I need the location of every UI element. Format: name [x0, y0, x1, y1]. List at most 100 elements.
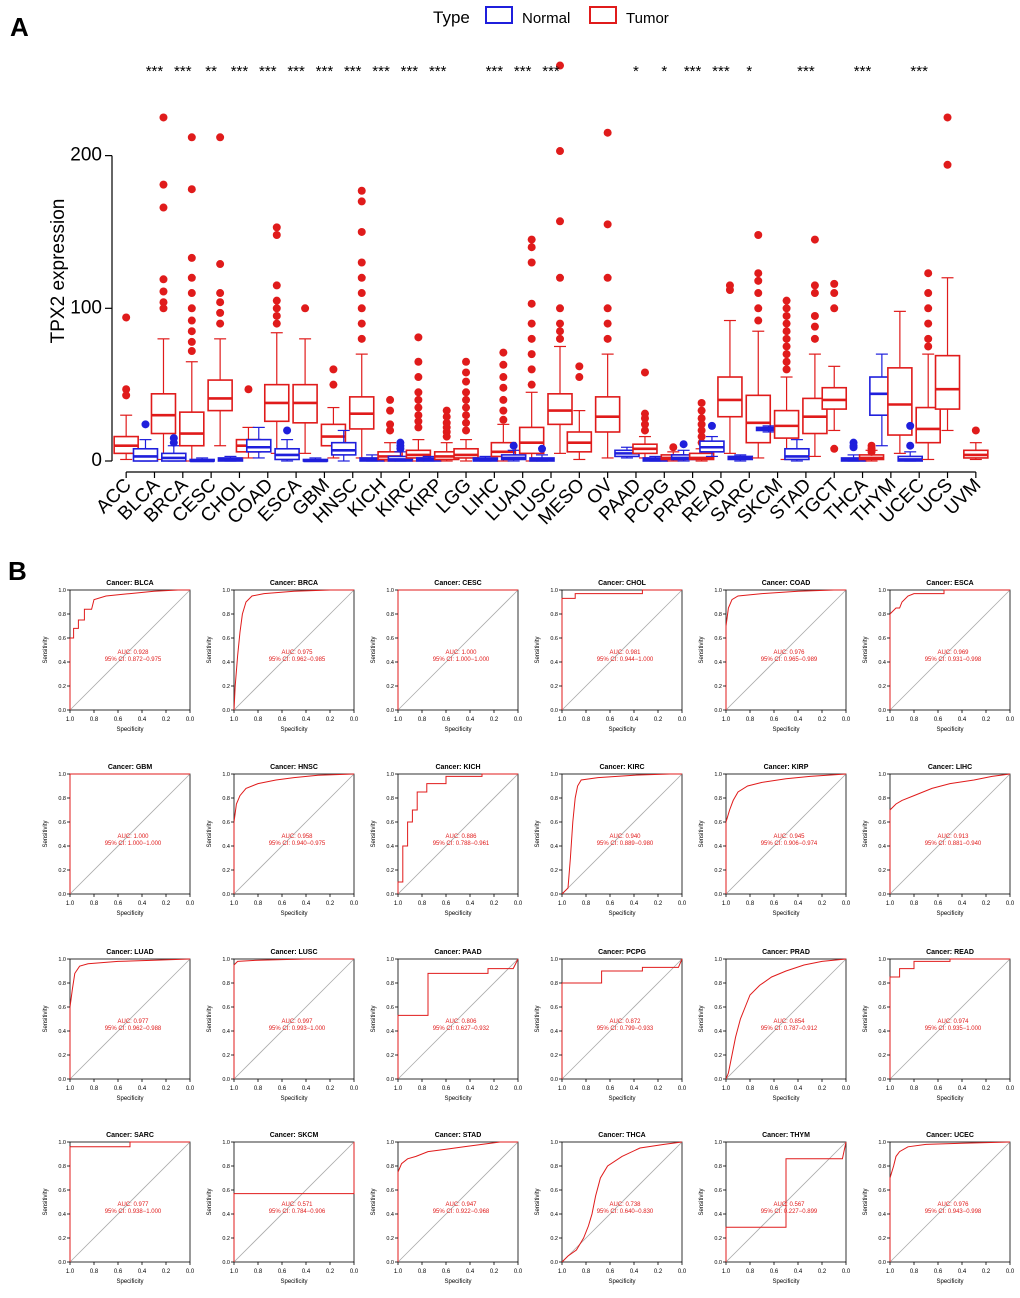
- roc-y-tick-label: 0.6: [386, 1005, 394, 1011]
- y-tick-label: 100: [70, 297, 102, 318]
- roc-title: Cancer: UCEC: [926, 1132, 974, 1139]
- roc-y-tick-label: 1.0: [714, 772, 722, 778]
- roc-diagonal: [889, 958, 1011, 1080]
- roc-diagonal: [889, 589, 1011, 711]
- roc-x-tick-label: 0.0: [186, 1269, 195, 1275]
- roc-x-tick-label: 0.8: [582, 901, 591, 907]
- outlier-point: [527, 319, 536, 328]
- outlier-point: [272, 281, 281, 290]
- outlier-point: [556, 61, 564, 70]
- legend-title: Type: [433, 8, 470, 27]
- roc-y-tick-label: 1.0: [58, 1140, 66, 1146]
- roc-auc-label: AUC: 0.854: [773, 1019, 805, 1025]
- roc-y-tick-label: 0.8: [386, 796, 394, 802]
- roc-y-tick-label: 0.0: [386, 1260, 394, 1266]
- roc-diagonal: [233, 1141, 355, 1263]
- roc-y-tick-label: 0.6: [222, 1188, 230, 1194]
- roc-x-tick-label: 0.6: [442, 901, 451, 907]
- box-tumor-ucec: [915, 269, 941, 461]
- roc-x-tick-label: 0.4: [138, 1086, 147, 1092]
- roc-auc-label: AUC: 1.000: [445, 650, 477, 656]
- roc-y-tick-label: 0.8: [714, 612, 722, 618]
- roc-y-tick-label: 0.6: [714, 636, 722, 642]
- roc-x-axis-label: Specificity: [444, 727, 471, 733]
- roc-x-tick-label: 1.0: [66, 1269, 75, 1275]
- roc-y-tick-label: 0.0: [550, 892, 558, 898]
- box-tumor-kirc: [405, 333, 432, 462]
- roc-x-tick-label: 0.4: [794, 717, 803, 723]
- roc-auc-label: AUC: 0.981: [609, 650, 641, 656]
- outlier-point: [849, 443, 858, 452]
- roc-x-tick-label: 0.6: [114, 1086, 123, 1092]
- roc-x-tick-label: 0.4: [302, 901, 311, 907]
- roc-x-tick-label: 0.6: [770, 1086, 779, 1092]
- roc-x-tick-label: 0.4: [466, 1269, 475, 1275]
- roc-x-tick-label: 0.6: [278, 717, 287, 723]
- roc-title: Cancer: CESC: [434, 580, 481, 587]
- outlier-point: [122, 313, 131, 322]
- outlier-point: [697, 432, 706, 441]
- roc-x-tick-label: 0.8: [254, 717, 263, 723]
- outlier-point: [810, 311, 819, 320]
- significance-label: **: [205, 63, 217, 80]
- roc-panel-sarc: Cancer: SARC 1.0 0.8 0.6 0.4 0.2 0.0 0.0 0.2 0.4 0…: [43, 1132, 195, 1285]
- outlier-point: [603, 128, 612, 137]
- outlier-point: [414, 403, 423, 412]
- roc-ci-label: 95% CI: 0.993−1.000: [269, 1026, 326, 1032]
- roc-x-tick-label: 0.4: [958, 901, 967, 907]
- roc-x-tick-label: 0.0: [678, 1086, 687, 1092]
- roc-y-tick-label: 1.0: [878, 957, 886, 963]
- roc-x-tick-label: 0.8: [910, 1086, 919, 1092]
- roc-auc-label: AUC: 0.913: [937, 834, 969, 840]
- outlier-point: [357, 227, 366, 236]
- outlier-point: [216, 298, 225, 307]
- roc-x-tick-label: 0.0: [350, 1086, 359, 1092]
- roc-panel-lusc: Cancer: LUSC 1.0 0.8 0.6 0.4 0.2 0.0 0.0 0.2 0.4 0…: [207, 949, 359, 1102]
- roc-curve: [725, 773, 847, 894]
- roc-x-tick-label: 1.0: [886, 1086, 895, 1092]
- roc-x-tick-label: 0.0: [842, 901, 851, 907]
- roc-x-axis-label: Specificity: [936, 911, 963, 917]
- roc-x-tick-label: 0.8: [418, 901, 427, 907]
- roc-diagonal: [233, 958, 355, 1080]
- outlier-point: [272, 304, 281, 313]
- roc-diagonal: [233, 773, 355, 895]
- outlier-point: [159, 113, 168, 122]
- roc-x-tick-label: 0.8: [746, 1086, 755, 1092]
- roc-y-axis-label: Sensitivity: [207, 1188, 213, 1215]
- roc-ci-label: 95% CI: 0.788−0.961: [433, 841, 490, 847]
- roc-title: Cancer: LUAD: [106, 949, 153, 956]
- roc-diagonal: [397, 589, 519, 711]
- roc-x-tick-label: 0.6: [770, 717, 779, 723]
- roc-x-tick-label: 0.8: [418, 1269, 427, 1275]
- roc-x-axis-label: Specificity: [608, 1096, 635, 1102]
- roc-auc-label: AUC: 0.872: [609, 1019, 641, 1025]
- box-iqr: [784, 447, 810, 461]
- roc-y-tick-label: 0.4: [386, 844, 394, 850]
- roc-panel-read: Cancer: READ 1.0 0.8 0.6 0.4 0.2 0.0 0.0 0.2 0.4 0…: [863, 949, 1015, 1102]
- roc-y-tick-label: 0.6: [878, 636, 886, 642]
- outlier-point: [357, 186, 366, 195]
- outlier-point: [924, 342, 933, 351]
- roc-frame: [725, 1141, 847, 1263]
- roc-x-tick-label: 1.0: [722, 901, 731, 907]
- outlier-point: [272, 296, 281, 305]
- roc-y-axis-label: Sensitivity: [371, 1005, 377, 1032]
- roc-y-tick-label: 0.2: [878, 1053, 886, 1059]
- roc-y-axis-label: Sensitivity: [43, 636, 49, 663]
- roc-x-tick-label: 0.4: [466, 1086, 475, 1092]
- outlier-point: [499, 415, 508, 424]
- roc-ci-label: 95% CI: 0.944−1.000: [597, 657, 654, 663]
- outlier-point: [830, 279, 839, 288]
- significance-label: ***: [797, 63, 815, 80]
- roc-diagonal: [889, 1141, 1011, 1263]
- roc-diagonal: [397, 1141, 519, 1263]
- box-normal-sarc: [727, 454, 754, 462]
- roc-y-tick-label: 0.2: [714, 868, 722, 874]
- roc-y-tick-label: 0.0: [550, 708, 558, 714]
- roc-ci-label: 95% CI: 0.962−0.988: [105, 1026, 162, 1032]
- roc-panel-kirp: Cancer: KIRP 1.0 0.8 0.6 0.4 0.2 0.0 0.0 0.2 0.4 0…: [699, 764, 851, 917]
- roc-x-tick-label: 0.8: [910, 717, 919, 723]
- roc-y-axis-label: Sensitivity: [207, 1005, 213, 1032]
- roc-x-tick-label: 0.2: [654, 901, 663, 907]
